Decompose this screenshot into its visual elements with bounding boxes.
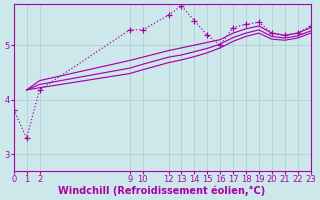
- X-axis label: Windchill (Refroidissement éolien,°C): Windchill (Refroidissement éolien,°C): [59, 185, 266, 196]
